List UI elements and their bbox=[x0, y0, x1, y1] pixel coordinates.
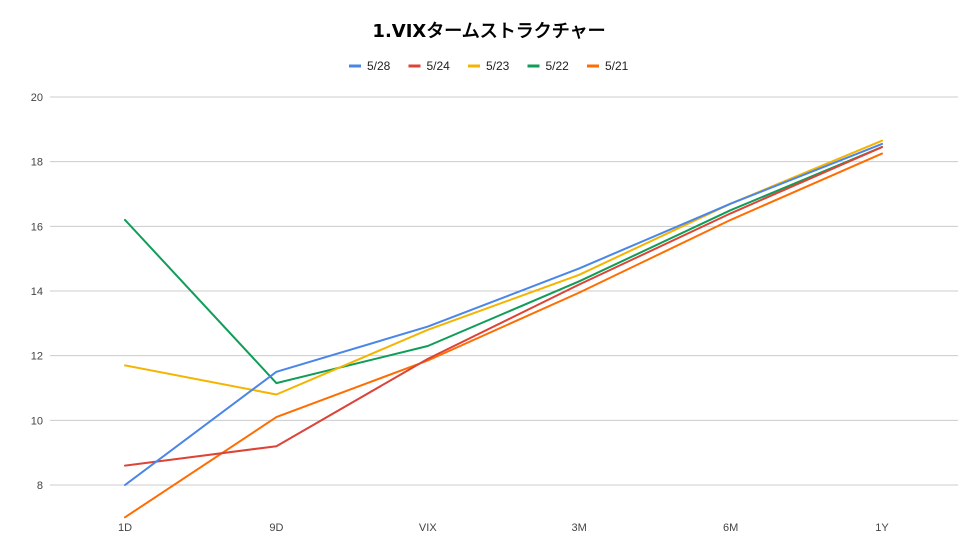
y-axis: 8 10 12 14 16 18 20 bbox=[31, 92, 43, 492]
series-line-5-21 bbox=[124, 152, 883, 519]
x-tick-label: 1D bbox=[118, 522, 132, 534]
series-line-5-24 bbox=[124, 146, 883, 467]
series-line-5-22 bbox=[124, 146, 883, 385]
x-tick-label: 6M bbox=[723, 522, 738, 534]
x-tick-label: 1Y bbox=[875, 522, 889, 534]
x-tick-label: 9D bbox=[269, 522, 283, 534]
y-tick-label: 12 bbox=[31, 351, 43, 363]
y-tick-label: 20 bbox=[31, 92, 43, 104]
y-tick-label: 16 bbox=[31, 221, 43, 233]
series-line-5-28 bbox=[124, 142, 883, 486]
series-line-5-23 bbox=[124, 139, 883, 396]
y-tick-label: 10 bbox=[31, 415, 43, 427]
series-group bbox=[124, 139, 883, 519]
legend-label: 5/24 bbox=[427, 59, 451, 73]
y-tick-label: 8 bbox=[37, 480, 43, 492]
y-tick-label: 14 bbox=[31, 286, 43, 298]
legend: 5/28 5/24 5/23 5/22 5/21 bbox=[349, 59, 629, 73]
x-tick-label: 3M bbox=[572, 522, 587, 534]
chart-title: 1.VIXタームストラクチャー bbox=[372, 21, 605, 42]
legend-label: 5/21 bbox=[605, 59, 629, 73]
legend-label: 5/28 bbox=[367, 59, 391, 73]
gridlines bbox=[50, 96, 958, 486]
y-tick-label: 18 bbox=[31, 157, 43, 169]
legend-label: 5/22 bbox=[546, 59, 570, 73]
x-axis: 1D 9D VIX 3M 6M 1Y bbox=[118, 522, 889, 534]
x-tick-label: VIX bbox=[419, 522, 437, 534]
legend-label: 5/23 bbox=[486, 59, 510, 73]
